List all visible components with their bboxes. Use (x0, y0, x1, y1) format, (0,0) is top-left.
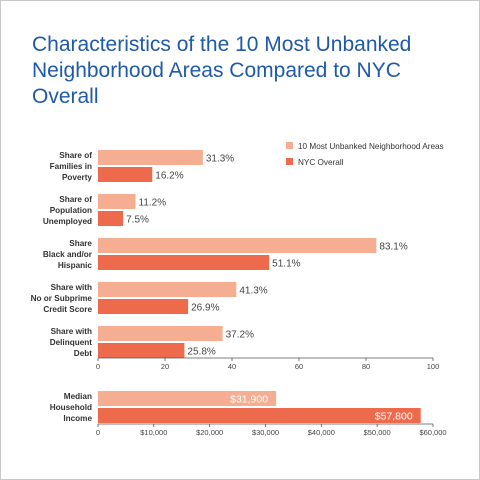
bar-nyc (98, 211, 124, 226)
category-label: Hispanic (58, 261, 93, 270)
category-label: Share with (51, 327, 92, 336)
data-label: 37.2% (226, 330, 254, 341)
data-label: 7.5% (126, 215, 149, 226)
category-label: Unemployed (43, 217, 92, 226)
data-label: 11.2% (139, 198, 167, 209)
category-label: Debt (74, 349, 92, 358)
x-tick-label: 0 (96, 428, 100, 437)
bar-nyc (98, 299, 189, 314)
data-label: 51.1% (272, 259, 300, 270)
x-tick-label: 80 (362, 362, 370, 371)
x-tick-label: $20,000 (196, 428, 223, 437)
category-label: Black and/or (43, 250, 93, 259)
category-label: Household (50, 403, 92, 412)
chart-title: Characteristics of the 10 Most Unbanked … (32, 33, 412, 108)
bar-unbanked (98, 194, 136, 209)
bar-nyc (98, 343, 185, 358)
data-label: $57,800 (375, 411, 413, 423)
data-label: 16.2% (155, 171, 183, 182)
data-label: 26.9% (191, 303, 219, 314)
x-tick-label: 100 (427, 362, 440, 371)
legend-label: NYC Overall (298, 158, 344, 167)
x-tick-label: $50,000 (364, 428, 391, 437)
data-label: $31,900 (230, 394, 268, 406)
x-tick-label: 40 (228, 362, 236, 371)
legend-label: 10 Most Unbanked Neighborhood Areas (298, 142, 444, 151)
data-label: 31.3% (206, 154, 234, 165)
x-tick-label: 0 (96, 362, 100, 371)
category-label: Income (63, 414, 92, 423)
bar-unbanked (98, 238, 377, 253)
category-label: Share of (59, 151, 92, 160)
bar-unbanked (98, 391, 277, 406)
bar-nyc (98, 255, 270, 270)
data-label: 25.8% (187, 347, 215, 358)
category-label: Population (50, 206, 92, 215)
bar-unbanked (98, 326, 223, 341)
x-tick-label: 60 (295, 362, 303, 371)
bar-nyc (98, 167, 153, 182)
x-tick-label: $30,000 (252, 428, 279, 437)
category-label: Credit Score (43, 305, 92, 314)
bar-unbanked (98, 282, 237, 297)
x-tick-label: $60,000 (419, 428, 446, 437)
category-label: Median (64, 392, 92, 401)
x-tick-label: $40,000 (308, 428, 335, 437)
category-label: Share (69, 239, 92, 248)
category-label: Share with (51, 283, 92, 292)
category-label: Poverty (62, 173, 92, 182)
category-label: Families in (50, 162, 92, 171)
legend-swatch (286, 142, 293, 149)
category-label: Delinquent (50, 338, 93, 347)
legend-swatch (286, 158, 293, 165)
x-tick-label: $10,000 (140, 428, 167, 437)
category-label: Share of (59, 195, 92, 204)
x-tick-label: 20 (161, 362, 169, 371)
bar-nyc (98, 408, 421, 423)
data-label: 41.3% (239, 286, 267, 297)
category-label: No or Subprime (31, 294, 93, 303)
bar-unbanked (98, 150, 203, 165)
data-label: 83.1% (379, 242, 407, 253)
